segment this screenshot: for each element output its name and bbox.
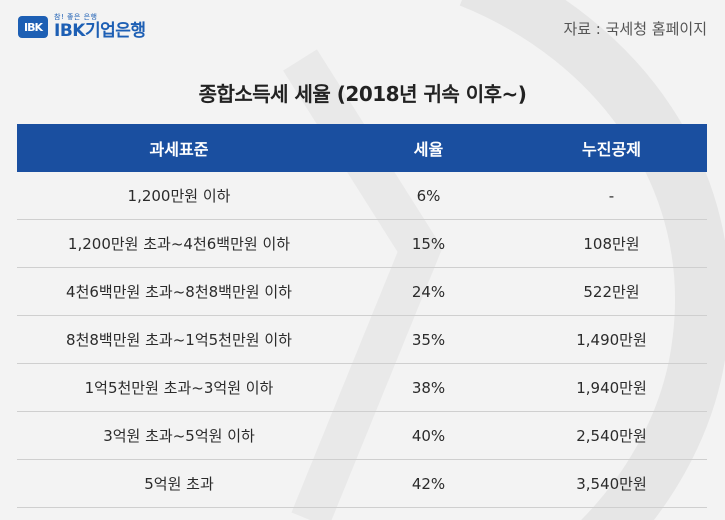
logo-name: IBK기업은행	[54, 21, 146, 41]
logo-tagline: 참! 좋은 은행	[54, 13, 98, 21]
cell-tax-base: 3억원 초과~5억원 이하	[17, 411, 341, 460]
logo-mark-text: IBK	[23, 20, 43, 34]
column-header-tax-base: 과세표준	[17, 124, 341, 172]
cell-deduction: 108만원	[516, 219, 707, 268]
cell-tax-base: 1,200만원 초과~4천6백만원 이하	[17, 219, 341, 268]
cell-deduction: 1,490만원	[516, 315, 707, 364]
column-header-deduction: 누진공제	[516, 124, 707, 172]
cell-tax-rate: 38%	[341, 363, 516, 412]
cell-tax-base: 1억5천만원 초과~3억원 이하	[17, 363, 341, 412]
table-header-row: 과세표준 세율 누진공제	[17, 124, 707, 172]
ibk-logo: IBK 참! 좋은 은행 IBK기업은행	[18, 14, 146, 40]
cell-deduction: 2,540만원	[516, 411, 707, 460]
table-row: 3억원 초과~5억원 이하 40% 2,540만원	[17, 411, 707, 460]
cell-deduction: -	[516, 172, 707, 220]
cell-tax-rate: 42%	[341, 459, 516, 508]
cell-deduction: 522만원	[516, 267, 707, 316]
cell-tax-base: 5억원 초과	[17, 459, 341, 508]
table-row: 1억5천만원 초과~3억원 이하 38% 1,940만원	[17, 363, 707, 412]
cell-deduction: 3,540만원	[516, 459, 707, 508]
cell-tax-rate: 35%	[341, 315, 516, 364]
cell-tax-base: 4천6백만원 초과~8천8백만원 이하	[17, 267, 341, 316]
tax-rate-table: 과세표준 세율 누진공제 1,200만원 이하 6% - 1,200만원 초과~…	[17, 124, 707, 508]
table-row: 5억원 초과 42% 3,540만원	[17, 459, 707, 508]
cell-tax-rate: 24%	[341, 267, 516, 316]
cell-tax-base: 8천8백만원 초과~1억5천만원 이하	[17, 315, 341, 364]
table-row: 8천8백만원 초과~1억5천만원 이하 35% 1,490만원	[17, 315, 707, 364]
page-title: 종합소득세 세율 (2018년 귀속 이후~)	[198, 82, 527, 106]
cell-tax-rate: 40%	[341, 411, 516, 460]
table-row: 4천6백만원 초과~8천8백만원 이하 24% 522만원	[17, 267, 707, 316]
cell-tax-rate: 15%	[341, 219, 516, 268]
column-header-tax-rate: 세율	[341, 124, 516, 172]
ibk-logo-icon: IBK	[18, 16, 48, 38]
cell-tax-base: 1,200만원 이하	[17, 172, 341, 220]
source-note: 자료 : 국세청 홈페이지	[563, 20, 707, 38]
cell-deduction: 1,940만원	[516, 363, 707, 412]
table-row: 1,200만원 초과~4천6백만원 이하 15% 108만원	[17, 219, 707, 268]
cell-tax-rate: 6%	[341, 172, 516, 220]
table-row: 1,200만원 이하 6% -	[17, 172, 707, 220]
